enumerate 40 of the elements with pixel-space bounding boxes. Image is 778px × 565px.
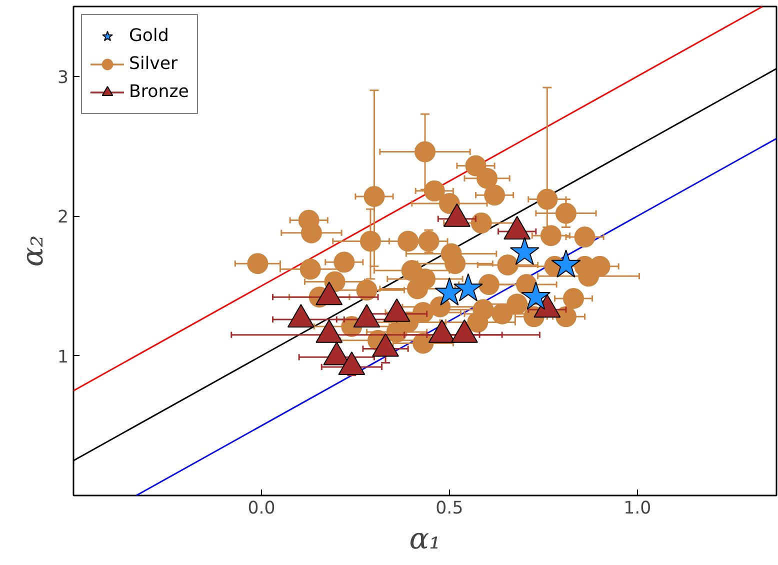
- point: [478, 274, 500, 296]
- point: [430, 296, 451, 318]
- point: [492, 303, 513, 324]
- point: [364, 186, 385, 207]
- point: [472, 299, 494, 320]
- point: [574, 226, 596, 248]
- point: [334, 252, 355, 273]
- point: [555, 202, 576, 224]
- point: [398, 230, 419, 252]
- point: [414, 141, 436, 162]
- point: [470, 212, 492, 234]
- point: [356, 280, 378, 301]
- point: [300, 258, 321, 280]
- point: [540, 225, 562, 246]
- point: [510, 236, 540, 266]
- point: [536, 188, 558, 210]
- x-tick-label: 0.5: [436, 498, 464, 518]
- y-axis-title: α₂: [15, 235, 50, 267]
- point: [521, 282, 551, 310]
- point: [247, 253, 268, 274]
- x-axis-title: α₁: [409, 522, 441, 556]
- point: [444, 253, 466, 274]
- point: [453, 273, 483, 302]
- legend-label: Silver: [129, 54, 178, 74]
- point: [484, 184, 506, 206]
- point: [551, 249, 581, 278]
- y-tick-label: 3: [57, 68, 69, 88]
- point: [360, 230, 381, 252]
- y-tick-label: 1: [57, 347, 69, 368]
- point: [506, 294, 528, 315]
- x-tick-label: 1.0: [624, 498, 652, 518]
- point: [424, 180, 445, 202]
- point: [562, 288, 584, 309]
- y-tick-label: 2: [57, 208, 69, 228]
- x-tick-label: 0.0: [248, 498, 276, 518]
- point: [497, 254, 518, 276]
- point: [418, 230, 440, 252]
- legend-label: Bronze: [129, 82, 189, 102]
- legend-label: Gold: [129, 26, 169, 46]
- point: [476, 168, 498, 189]
